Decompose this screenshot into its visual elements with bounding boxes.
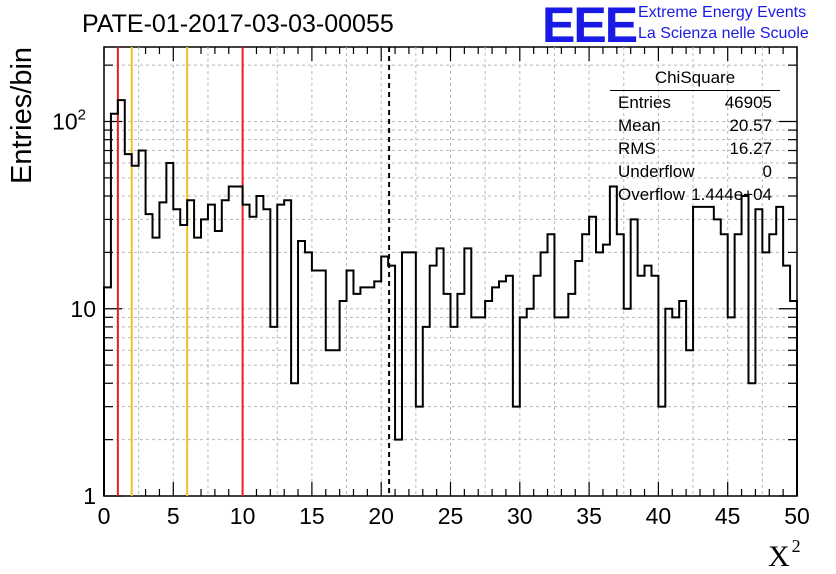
stats-row-underflow: Underflow 0	[610, 160, 780, 183]
x-tick-label: 25	[438, 503, 464, 529]
stats-row-overflow: Overflow 1.444e+04	[610, 183, 780, 206]
x-tick-label: 15	[299, 503, 325, 529]
stats-key: Mean	[618, 116, 661, 135]
x-tick-label: 45	[715, 503, 741, 529]
x-tick-label: 50	[784, 503, 810, 529]
x-axis-label-exponent: 2	[791, 536, 801, 556]
x-axis-label-base: X	[768, 540, 790, 573]
x-tick-label: 5	[167, 503, 180, 529]
x-tick-label: 20	[368, 503, 394, 529]
stats-key: Underflow	[618, 162, 695, 181]
x-tick-label: 0	[98, 503, 111, 529]
histogram-line	[103, 99, 798, 496]
stats-row-rms: RMS 16.27	[610, 137, 780, 160]
stats-box: ChiSquare Entries 46905 Mean 20.57 RMS 16.2…	[610, 66, 780, 206]
stats-value: 16.27	[729, 139, 772, 158]
x-tick-label: 40	[646, 503, 672, 529]
stats-row-mean: Mean 20.57	[610, 114, 780, 137]
x-tick-label: 30	[507, 503, 533, 529]
eee-logo: EEE	[542, 0, 639, 48]
stats-value: 1.444e+04	[691, 185, 772, 204]
x-tick-label: 35	[576, 503, 602, 529]
logo-mark: EEE	[542, 0, 637, 48]
stats-key: Overflow	[618, 185, 686, 204]
stats-key: Entries	[618, 93, 671, 112]
y-axis-label: Entries/bin	[6, 46, 38, 184]
y-tick-label: 10	[70, 296, 96, 322]
stats-key: RMS	[618, 139, 656, 158]
stats-title: ChiSquare	[610, 66, 780, 91]
x-tick-label: 10	[230, 503, 256, 529]
y-tick-label: 1	[83, 483, 96, 509]
stats-value: 20.57	[729, 116, 772, 135]
stats-value: 0	[762, 162, 772, 181]
y-tick-label: 102	[52, 107, 86, 135]
stats-value: 46905	[724, 93, 772, 112]
stats-row-entries: Entries 46905	[610, 91, 780, 114]
chart-title: PATE-01-2017-03-03-00055	[82, 10, 394, 38]
logo-line-2: La Scienza nelle Scuole	[638, 25, 809, 42]
logo-line-1: Extreme Energy Events	[638, 4, 807, 21]
